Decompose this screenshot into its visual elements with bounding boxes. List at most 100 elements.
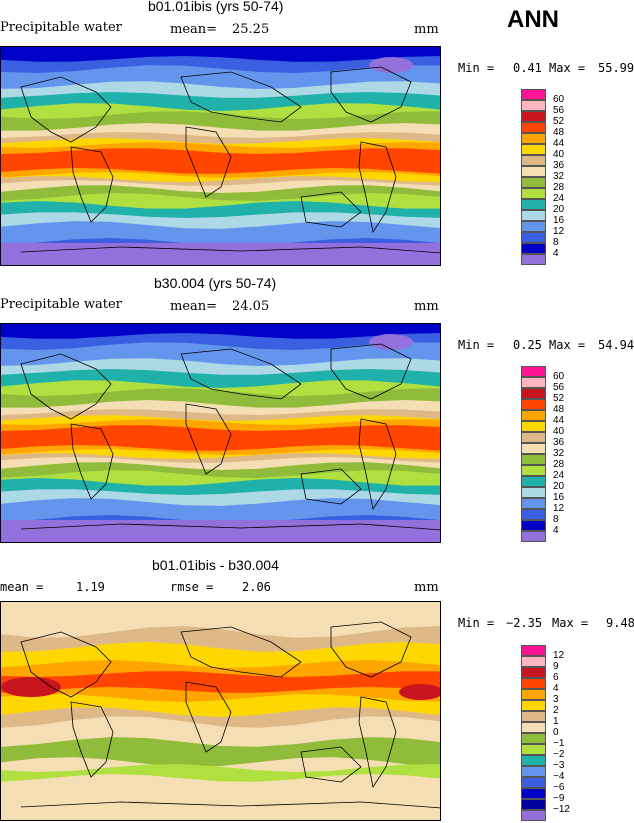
colorbar-swatch — [521, 388, 546, 399]
rmse-value: 2.06 — [242, 580, 271, 594]
colorbar-swatch — [521, 188, 546, 199]
colorbar-tick-label: 12 — [553, 650, 565, 661]
min-label: Min = — [458, 616, 495, 630]
colorbar-swatch — [521, 111, 546, 122]
colorbar-swatch — [521, 254, 546, 265]
rmse-label: rmse = — [170, 580, 214, 594]
colorbar-swatch — [521, 377, 546, 388]
season-label: ANN — [507, 6, 559, 33]
colorbar-tick-label: −3 — [553, 760, 565, 771]
colorbar-3: 12 9 6 4 3 2 1 0 −1 −2 −3 −4 −6 −9 −12 — [521, 645, 570, 821]
colorbar-swatch — [521, 700, 546, 711]
mean-value: 25.25 — [232, 22, 270, 37]
colorbar-tick-label: −1 — [553, 738, 565, 749]
colorbar-swatch — [521, 799, 546, 810]
variable-label: Precipitable water — [0, 20, 122, 35]
colorbar-swatch — [521, 454, 546, 465]
panel-title: b01.01ibis (yrs 50-74) — [148, 0, 284, 14]
colorbar-swatch — [521, 689, 546, 700]
colorbar-tick-label: −4 — [553, 771, 565, 782]
colorbar-2: 60 56 52 48 44 40 36 32 28 24 20 16 12 8 4 — [521, 366, 564, 542]
colorbar-swatch — [521, 766, 546, 777]
colorbar-swatch — [521, 498, 546, 509]
map-canvas — [1, 602, 440, 820]
colorbar-tick-label: 20 — [553, 204, 565, 215]
colorbar-tick-label: 40 — [553, 149, 565, 160]
colorbar-tick-label: 24 — [553, 470, 565, 481]
colorbar-swatch — [521, 667, 546, 678]
max-value: 54.94 — [598, 338, 634, 352]
colorbar-tick-label: 16 — [553, 492, 565, 503]
colorbar-tick-label: 4 — [553, 525, 559, 536]
colorbar-swatch — [521, 531, 546, 542]
colorbar-swatch — [521, 410, 546, 421]
colorbar-tick-label: 8 — [553, 237, 559, 248]
colorbar-tick-label: −2 — [553, 749, 565, 760]
colorbar-tick-label: 9 — [553, 661, 559, 672]
colorbar-swatch — [521, 421, 546, 432]
colorbar-tick-label: 32 — [553, 448, 565, 459]
colorbar-swatch — [521, 366, 546, 377]
min-value: 0.25 — [513, 338, 542, 352]
colorbar-tick-label: 8 — [553, 514, 559, 525]
colorbar-swatch — [521, 755, 546, 766]
mean-value: 1.19 — [76, 580, 105, 594]
colorbar-swatch — [521, 520, 546, 531]
map-canvas — [1, 324, 440, 542]
variable-label: Precipitable water — [0, 297, 122, 312]
colorbar-tick-label: 6 — [553, 672, 559, 683]
colorbar-swatch — [521, 177, 546, 188]
colorbar-swatch — [521, 89, 546, 100]
min-label: Min = — [458, 338, 495, 352]
colorbar-tick-label: 12 — [553, 226, 565, 237]
colorbar-tick-label: 60 — [553, 94, 565, 105]
colorbar-swatch — [521, 711, 546, 722]
colorbar-swatch — [521, 656, 546, 667]
units-label: mm — [414, 299, 439, 314]
colorbar-swatch — [521, 722, 546, 733]
colorbar-swatch — [521, 744, 546, 755]
colorbar-tick-label: 36 — [553, 437, 565, 448]
panel-title: b30.004 (yrs 50-74) — [154, 275, 277, 291]
colorbar-tick-label: 20 — [553, 481, 565, 492]
colorbar-swatch — [521, 122, 546, 133]
mean-value: 24.05 — [232, 299, 270, 314]
min-value: 0.41 — [513, 61, 542, 75]
panel-title: b01.01ibis - b30.004 — [152, 557, 279, 573]
max-value: 55.99 — [598, 61, 634, 75]
colorbar-tick-label: 3 — [553, 694, 559, 705]
colorbar-tick-label: 56 — [553, 105, 565, 116]
colorbar-tick-label: 48 — [553, 404, 565, 415]
colorbar-swatch — [521, 465, 546, 476]
colorbar-swatch — [521, 476, 546, 487]
colorbar-swatch — [521, 399, 546, 410]
colorbar-swatch — [521, 487, 546, 498]
max-label: Max = — [549, 61, 586, 75]
max-label: Max = — [552, 616, 589, 630]
colorbar-tick-label: 48 — [553, 127, 565, 138]
colorbar-tick-label: 4 — [553, 248, 559, 259]
units-label: mm — [414, 22, 439, 37]
map-panel-2 — [0, 323, 441, 543]
colorbar-swatch — [521, 645, 546, 656]
map-canvas — [1, 47, 440, 265]
colorbar-swatch — [521, 443, 546, 454]
colorbar-tick-label: 28 — [553, 182, 565, 193]
colorbar-swatch — [521, 733, 546, 744]
colorbar-swatch — [521, 221, 546, 232]
colorbar-swatch — [521, 166, 546, 177]
colorbar-tick-label: 44 — [553, 138, 565, 149]
colorbar-tick-label: 44 — [553, 415, 565, 426]
colorbar-swatch — [521, 810, 546, 821]
colorbar-swatch — [521, 788, 546, 799]
mean-label: mean= — [170, 22, 218, 37]
colorbar-tick-label: −6 — [553, 782, 565, 793]
colorbar-tick-label: 40 — [553, 426, 565, 437]
colorbar-tick-label: 52 — [553, 393, 565, 404]
colorbar-swatch — [521, 232, 546, 243]
colorbar-tick-label: −12 — [553, 804, 570, 815]
min-value: −2.35 — [506, 616, 543, 630]
colorbar-swatch — [521, 210, 546, 221]
units-label: mm — [414, 580, 439, 595]
colorbar-tick-label: 56 — [553, 382, 565, 393]
